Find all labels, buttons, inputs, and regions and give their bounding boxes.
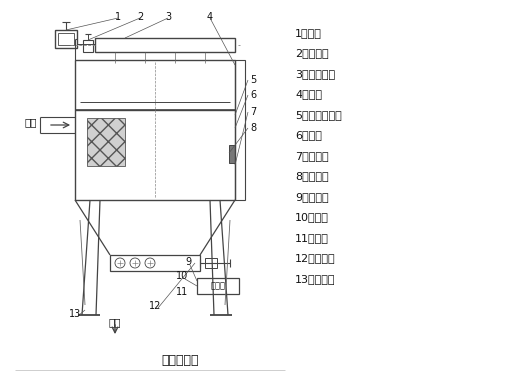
Bar <box>75 60 235 110</box>
Text: 11: 11 <box>176 287 188 297</box>
Bar <box>83 40 93 52</box>
Text: 6、花板: 6、花板 <box>295 130 322 141</box>
Bar <box>229 145 235 163</box>
Text: 4、上筱: 4、上筱 <box>295 90 322 99</box>
Text: 6: 6 <box>250 90 256 100</box>
Text: 13、检查孔: 13、检查孔 <box>295 274 336 284</box>
Bar <box>58 33 74 45</box>
Bar <box>197 278 239 294</box>
Circle shape <box>145 258 155 268</box>
Text: 5: 5 <box>250 75 256 85</box>
Text: 5、滤袋及笼骨: 5、滤袋及笼骨 <box>295 110 342 120</box>
Text: 2、控制阀: 2、控制阀 <box>295 48 329 58</box>
Bar <box>55 30 77 48</box>
Text: 控制仪: 控制仪 <box>211 282 226 291</box>
Text: 12: 12 <box>149 301 161 311</box>
Text: 2: 2 <box>137 12 143 22</box>
Text: 1: 1 <box>115 12 121 22</box>
Text: 7、净气筱: 7、净气筱 <box>295 151 329 161</box>
Text: 8、检修门: 8、检修门 <box>295 171 329 182</box>
Text: 原理示意图: 原理示意图 <box>161 354 199 366</box>
Circle shape <box>130 258 140 268</box>
Text: 3: 3 <box>165 12 171 22</box>
Text: 12、卸料器: 12、卸料器 <box>295 254 336 264</box>
Text: 8: 8 <box>250 123 256 133</box>
Text: 进风: 进风 <box>24 117 37 127</box>
Bar <box>87 118 125 166</box>
Text: 10、灰斗: 10、灰斗 <box>295 213 329 222</box>
Bar <box>110 255 200 271</box>
Text: 1、风机: 1、风机 <box>295 28 322 38</box>
Circle shape <box>115 258 125 268</box>
Text: 11、支腿: 11、支腿 <box>295 233 329 243</box>
Text: 9、控制仪: 9、控制仪 <box>295 192 329 202</box>
Bar <box>235 60 245 200</box>
Text: 卸灰: 卸灰 <box>109 317 121 327</box>
Bar <box>205 258 217 268</box>
Text: 3、低压气包: 3、低压气包 <box>295 69 335 79</box>
Text: 7: 7 <box>250 107 256 117</box>
Bar <box>95 38 235 52</box>
Text: 9: 9 <box>185 257 191 267</box>
Text: 10: 10 <box>176 271 188 281</box>
Text: 4: 4 <box>207 12 213 22</box>
Text: 13: 13 <box>69 309 81 319</box>
